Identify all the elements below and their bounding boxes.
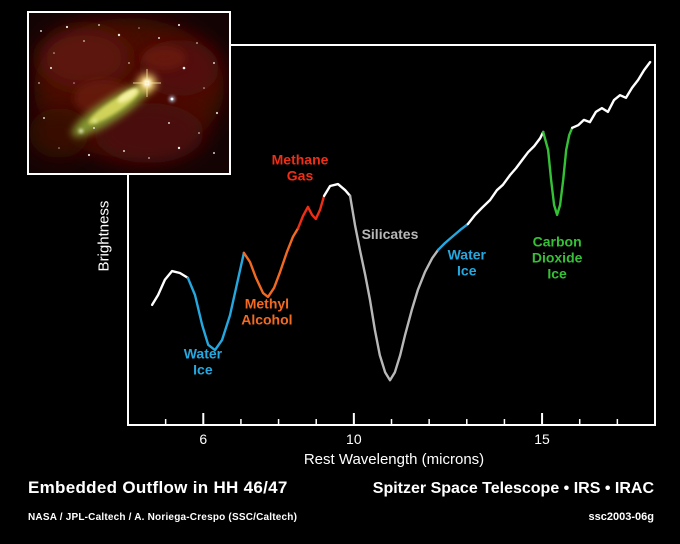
star-field (38, 23, 219, 159)
annotation-methyl-alcohol: Methyl Alcohol (241, 295, 293, 328)
spectrum-segment-water-ice-12um (437, 222, 470, 252)
x-axis-label: Rest Wavelength (microns) (303, 451, 485, 468)
annotation-silicates: Silicates (361, 226, 419, 243)
annotation-methane-gas: Methane Gas (271, 151, 329, 184)
credit-line: NASA / JPL-Caltech / A. Noriega-Crespo (… (28, 512, 298, 523)
spectrum-segment-continuum-start (150, 269, 190, 307)
spectrum-segment-continuum-end (571, 60, 652, 130)
annotation-carbon-dioxide-ice: Carbon Dioxide Ice (531, 233, 583, 282)
spectrum-segment-continuum-peak (322, 182, 352, 198)
figure-title: Embedded Outflow in HH 46/47 (28, 478, 288, 497)
outflow-jet (71, 83, 151, 137)
annotation-water-ice-2: Water Ice (447, 246, 486, 279)
x-tick-label-6: 6 (199, 431, 208, 447)
spectrum-segment-water-ice-6um (186, 251, 246, 352)
inset-image-hh46-47 (27, 11, 231, 175)
annotation-water-ice-1: Water Ice (183, 345, 223, 377)
y-axis-label: Brightness (95, 200, 113, 272)
jet-knots (79, 119, 97, 133)
spectrum-segment-methane-gas (296, 194, 326, 230)
x-tick-label-15: 15 (534, 431, 550, 447)
telescope-instruments-label: Spitzer Space Telescope • IRS • IRAC (372, 480, 654, 497)
nebula-image (29, 13, 229, 173)
spectrum-segment-silicates (348, 194, 440, 382)
x-tick-label-10: 10 (346, 431, 362, 447)
spectrum-segment-carbon-dioxide-ice (542, 126, 574, 217)
central-star (133, 69, 175, 102)
spectrum-segment-continuum-rise (466, 130, 545, 226)
image-id: ssc2003-06g (588, 511, 654, 523)
spectrum-segment-methyl-alcohol (242, 226, 300, 299)
